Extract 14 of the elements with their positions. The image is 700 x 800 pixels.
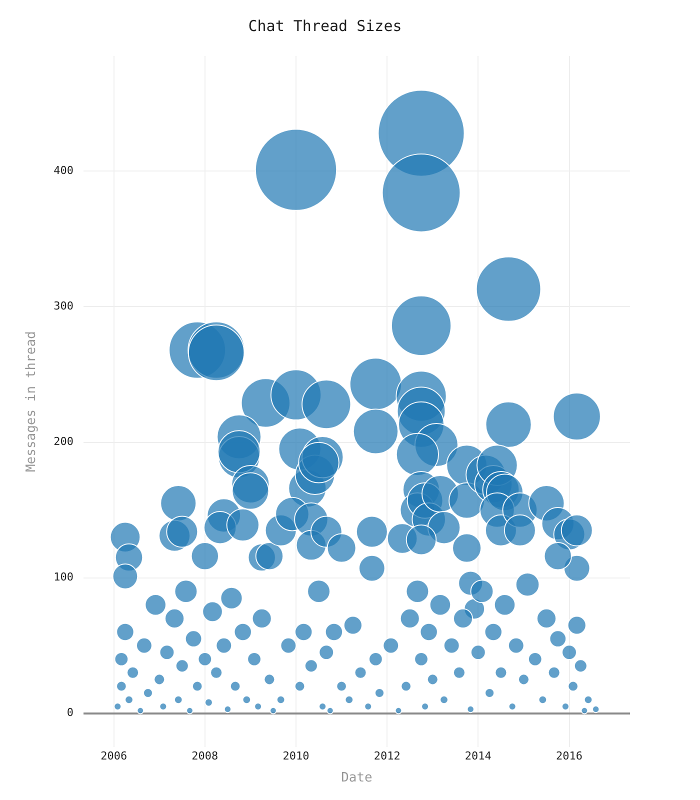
y-tick-label: 200 (54, 435, 74, 448)
x-tick-label: 2010 (282, 750, 310, 763)
y-axis-title: Messages in thread (24, 331, 40, 472)
y-tick-label: 0 (66, 706, 74, 720)
x-tick-label: 2014 (464, 750, 492, 763)
x-tick-label: 2008 (192, 750, 218, 763)
x-tick-label: 2006 (100, 750, 128, 763)
y-tick-label: 100 (54, 570, 74, 584)
y-tick-label: 400 (54, 164, 74, 178)
chart-title: Chat Thread Sizes (248, 16, 402, 35)
x-tick-label: 2016 (556, 750, 583, 763)
x-tick-label: 2012 (374, 750, 400, 763)
y-tick-label: 300 (54, 300, 74, 313)
x-axis-title: Date (341, 770, 373, 786)
